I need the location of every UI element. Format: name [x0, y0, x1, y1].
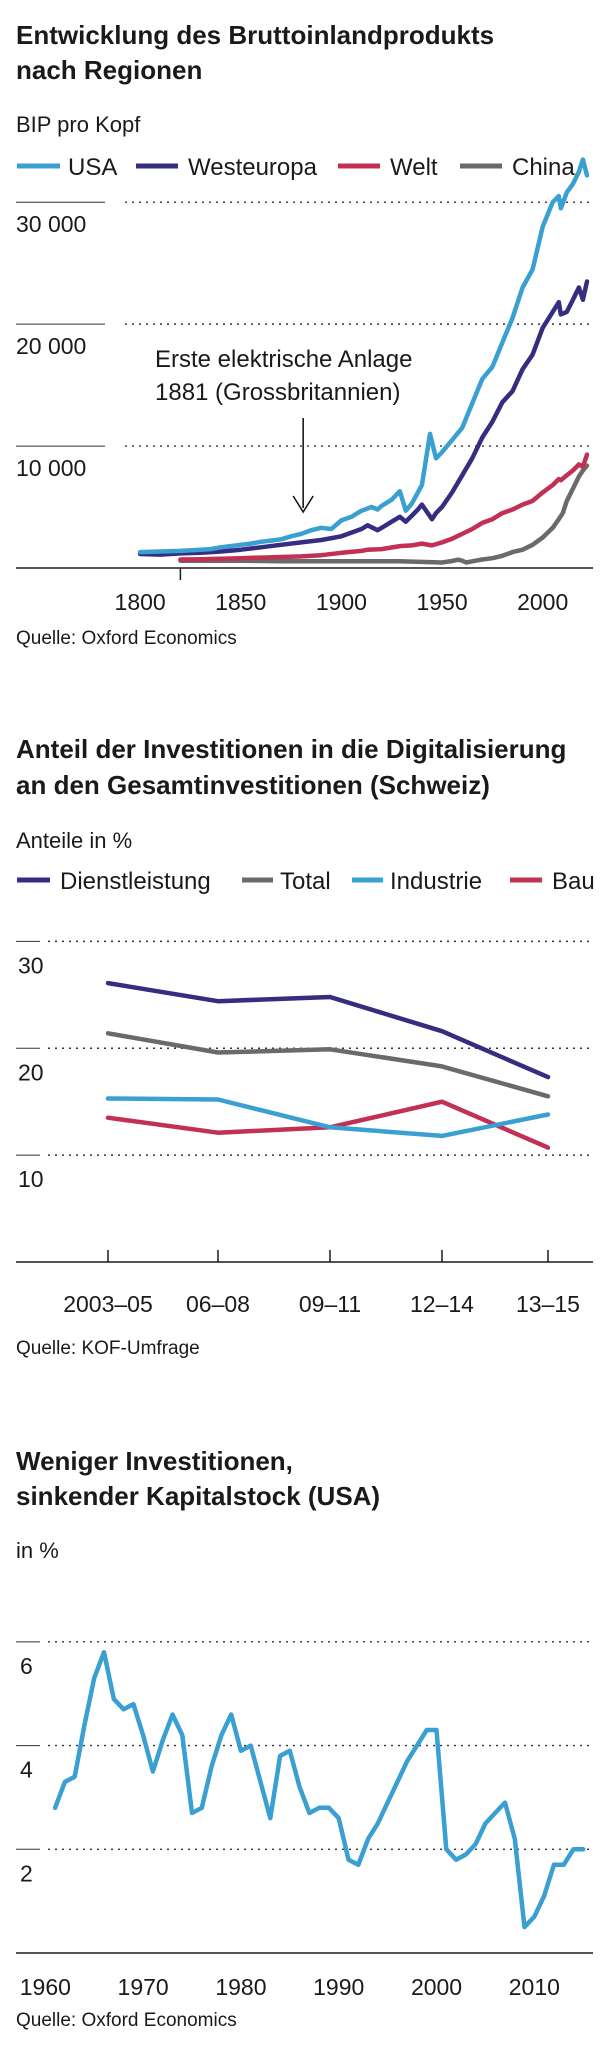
y-tick-label-20: 20: [18, 1059, 44, 1085]
y-tick-label-6: 6: [20, 1653, 33, 1679]
x-tick-label-2000: 2000: [411, 1974, 462, 2000]
chart3-title-line1: Weniger Investitionen,: [16, 1446, 293, 1476]
chart2-series: [105, 980, 551, 1150]
chart-capital-stock: Weniger Investitionen, sinkender Kapital…: [16, 1446, 593, 2031]
chart3-title-line2: sinkender Kapitalstock (USA): [16, 1481, 380, 1511]
series-line-total: [105, 1031, 551, 1099]
x-tick-label-13-15: 13–15: [516, 1291, 580, 1317]
x-tick-label-1960: 1960: [20, 1974, 71, 2000]
series-line-kapitalstock: [52, 1649, 586, 1930]
x-tick-label-1970: 1970: [118, 1974, 169, 2000]
x-tick-label-1900: 1900: [316, 589, 367, 615]
legend-label-welt: Welt: [390, 154, 438, 181]
chart1-title-line2: nach Regionen: [16, 55, 202, 85]
series-line-westeuropa: [137, 279, 590, 557]
series-line-usa: [137, 157, 590, 555]
chart1-gridlines: 10 000 20 000 30 000: [16, 201, 593, 481]
chart1-source: Quelle: Oxford Economics: [16, 628, 237, 649]
x-tick-label-2010: 2010: [509, 1974, 560, 2000]
chart1-axis: 1800 1850 1900 1950 2000: [16, 567, 593, 615]
chart2-ylabel: Anteile in %: [16, 828, 132, 853]
x-tick-label-1990: 1990: [313, 1974, 364, 2000]
chart2-gridlines: 10 20 30: [16, 940, 593, 1192]
annotation-arrow-head: [292, 495, 314, 514]
chart3-series: [52, 1649, 586, 1930]
annotation-line1: Erste elektrische Anlage: [155, 346, 412, 373]
chart-gdp: Entwicklung des Bruttoinlandprodukts nac…: [16, 20, 593, 649]
y-tick-label-30: 30: [18, 952, 44, 978]
chart3-gridlines: 2 4 6: [16, 1641, 593, 1886]
legend-label-industrie: Industrie: [390, 868, 482, 895]
legend-label-china: China: [512, 154, 575, 181]
chart3-source: Quelle: Oxford Economics: [16, 2010, 237, 2031]
chart1-title-line1: Entwicklung des Bruttoinlandprodukts: [16, 20, 494, 50]
chart1-annotation: Erste elektrische Anlage 1881 (Grossbrit…: [155, 346, 412, 514]
x-tick-label-1980: 1980: [215, 1974, 266, 2000]
x-tick-label-1800: 1800: [115, 589, 166, 615]
y-tick-label-30000: 30 000: [16, 211, 86, 237]
x-tick-label-1850: 1850: [215, 589, 266, 615]
x-tick-label-2003-05: 2003–05: [63, 1291, 153, 1317]
y-tick-label-10: 10: [18, 1166, 44, 1192]
x-tick-label-09-11: 09–11: [299, 1291, 361, 1317]
x-tick-label-2000: 2000: [517, 589, 568, 615]
chart2-title-line2: an den Gesamtinvestitionen (Schweiz): [16, 770, 490, 800]
x-tick-label-06-08: 06–08: [186, 1291, 250, 1317]
y-tick-label-20000: 20 000: [16, 333, 86, 359]
legend-label-westeuropa: Westeuropa: [188, 154, 318, 181]
chart2-title-line1: Anteil der Investitionen in die Digitali…: [16, 734, 566, 764]
chart1-ylabel: BIP pro Kopf: [16, 112, 141, 137]
legend-label-total: Total: [280, 868, 331, 895]
y-tick-label-10000: 10 000: [16, 455, 86, 481]
chart1-series: [137, 157, 590, 565]
legend-label-bau: Bau: [552, 868, 595, 895]
series-line-industrie: [105, 1096, 551, 1139]
series-line-welt: [178, 452, 590, 562]
chart2-axis: 2003–05 06–08 09–11 12–14 13–15: [16, 1250, 593, 1317]
series-line-dienstleistung: [105, 980, 551, 1080]
y-tick-label-2: 2: [20, 1860, 33, 1886]
chart1-legend: USA Westeuropa Welt China: [17, 154, 575, 181]
y-tick-label-4: 4: [20, 1757, 33, 1783]
chart3-axis: 1960 1970 1980 1990 2000 2010: [16, 1952, 593, 2000]
chart2-source: Quelle: KOF-Umfrage: [16, 1338, 200, 1359]
legend-label-dienstleistung: Dienstleistung: [60, 868, 211, 895]
chart3-ylabel: in %: [16, 1538, 59, 1563]
series-line-china: [178, 463, 590, 565]
x-tick-label-12-14: 12–14: [410, 1291, 474, 1317]
legend-label-usa: USA: [68, 154, 117, 181]
annotation-line2: 1881 (Grossbritannien): [155, 379, 400, 406]
x-tick-label-1950: 1950: [416, 589, 467, 615]
chart2-legend: Dienstleistung Total Industrie Bau: [17, 868, 595, 895]
chart-digital-investment: Anteil der Investitionen in die Digitali…: [16, 734, 595, 1359]
